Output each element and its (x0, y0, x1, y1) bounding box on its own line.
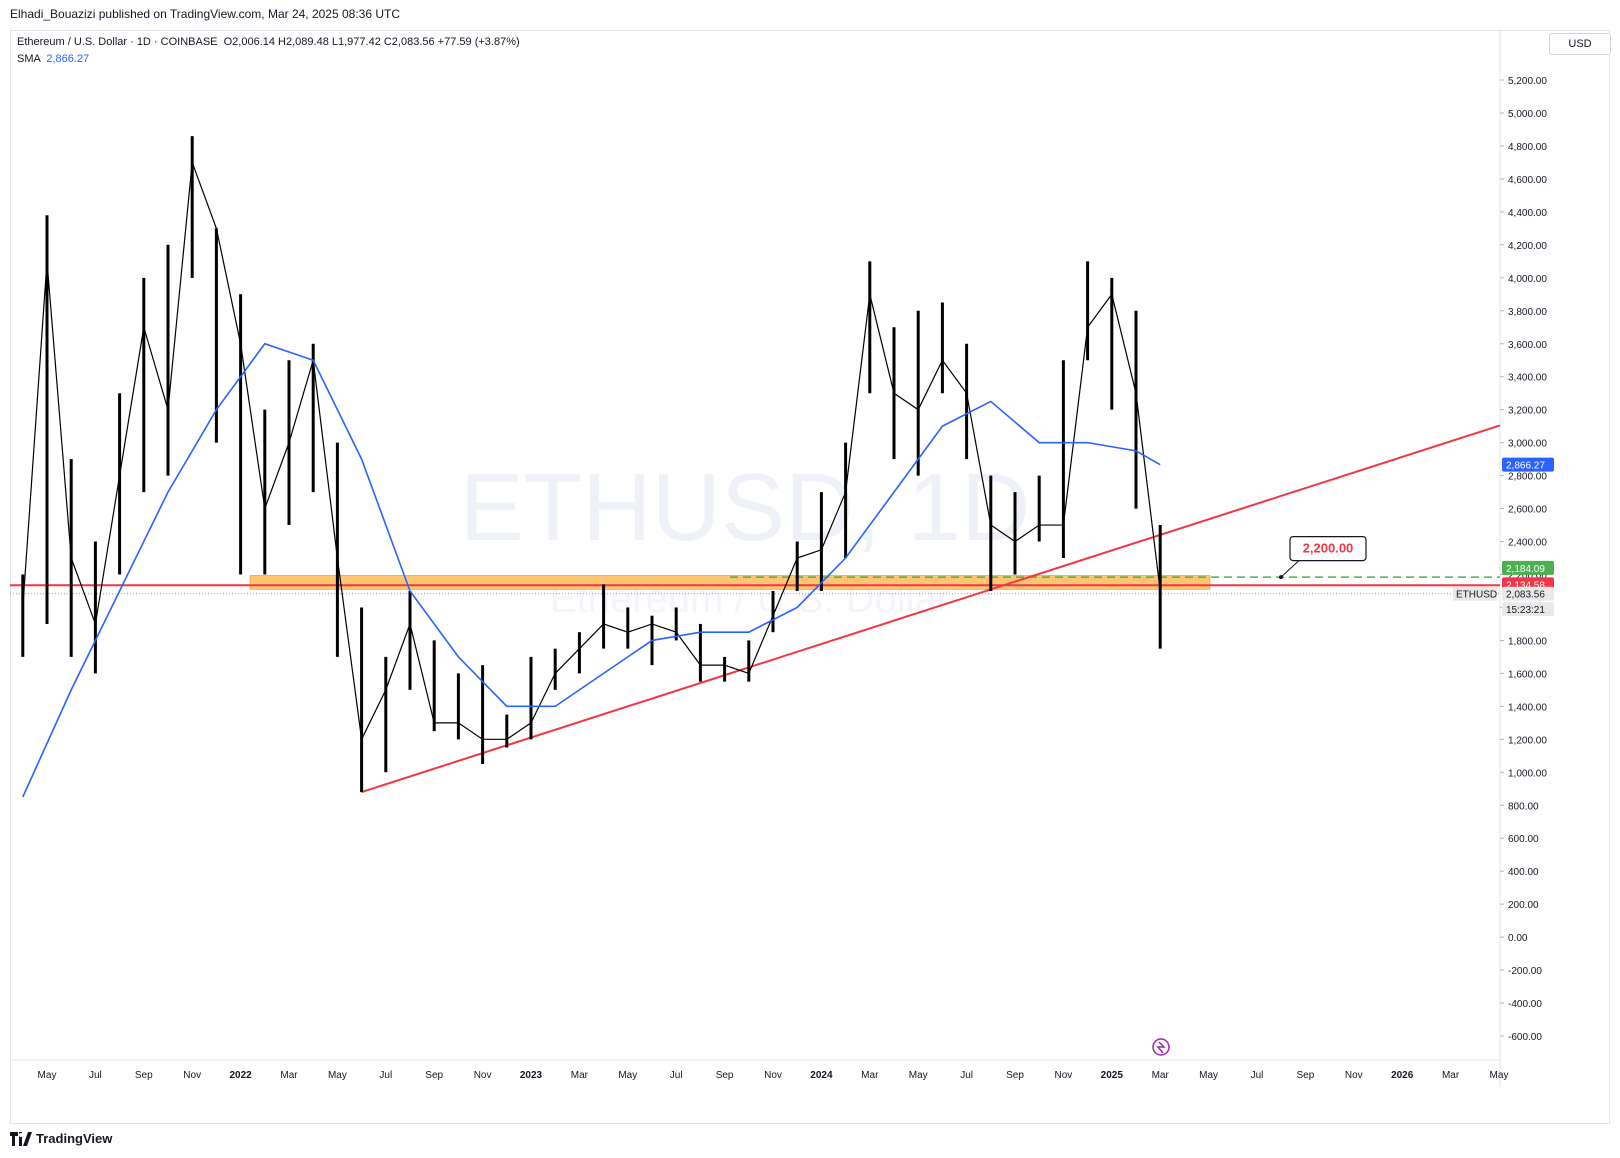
y-tick-label: 0.00 (1508, 933, 1528, 944)
y-tick-label: 200.00 (1508, 900, 1539, 911)
tradingview-logo[interactable]: TradingView (10, 1131, 112, 1146)
y-tick-label: -200.00 (1508, 966, 1542, 977)
callout-anchor (1279, 575, 1283, 580)
callout-pointer (1280, 559, 1301, 578)
x-tick-label: Jul (89, 1070, 102, 1081)
last-price-label: 2,083.56 (1506, 590, 1545, 601)
x-tick-label: Nov (1345, 1070, 1363, 1081)
x-tick-label: Nov (474, 1070, 492, 1081)
y-tick-label: 5,200.00 (1508, 76, 1547, 87)
x-tick-label: Sep (1006, 1070, 1024, 1081)
watermark-symbol: ETHUSD, 1D (460, 454, 1031, 561)
x-tick-label: 2023 (520, 1070, 543, 1081)
y-tick-label: 1,800.00 (1508, 636, 1547, 647)
x-tick-label: May (328, 1070, 347, 1081)
last-price-label-bg (1502, 586, 1554, 601)
sma-price-label: 2,866.27 (1506, 461, 1545, 472)
symbol-tag-bg (1453, 586, 1497, 601)
y-tick-label: 2,800.00 (1508, 472, 1547, 483)
y-tick-label: 3,600.00 (1508, 340, 1547, 351)
x-tick-label: Sep (1297, 1070, 1315, 1081)
y-tick-label: 1,200.00 (1508, 735, 1547, 746)
currency-selector[interactable]: USD (1549, 33, 1611, 55)
x-tick-label: Nov (183, 1070, 201, 1081)
countdown-label: 15:23:21 (1506, 605, 1545, 616)
x-tick-label: Jul (960, 1070, 973, 1081)
lightning-icon (1156, 1041, 1166, 1054)
callout-box (1289, 535, 1367, 562)
dashed-price-label-bg (1502, 560, 1554, 575)
tradingview-logo-icon (10, 1131, 32, 1146)
legend-symbol-line[interactable]: Ethereum / U.S. Dollar · 1D · COINBASE O… (17, 36, 520, 48)
x-tick-label: Mar (1442, 1070, 1460, 1081)
x-tick-label: Jul (670, 1070, 683, 1081)
x-tick-label: Sep (135, 1070, 153, 1081)
x-tick-label: May (618, 1070, 637, 1081)
y-tick-label: 600.00 (1508, 834, 1539, 845)
ascending-trendline (361, 424, 1501, 794)
x-tick-label: 2024 (810, 1070, 833, 1081)
x-tick-label: May (38, 1070, 57, 1081)
y-tick-label: 4,000.00 (1508, 274, 1547, 285)
x-tick-label: Mar (280, 1070, 298, 1081)
y-tick-label: 3,200.00 (1508, 406, 1547, 417)
y-tick-label: 3,400.00 (1508, 373, 1547, 384)
x-tick-label: Sep (425, 1070, 443, 1081)
x-tick-label: Mar (1152, 1070, 1170, 1081)
x-tick-label: Mar (571, 1070, 589, 1081)
symbol-tag: ETHUSD (1456, 590, 1497, 601)
publisher-header: Elhadi_Bouazizi published on TradingView… (10, 7, 401, 21)
y-tick-label: 3,000.00 (1508, 439, 1547, 450)
price-close-line (22, 162, 1161, 742)
callout-label: 2,200.00 (1303, 541, 1354, 556)
legend-sma-label: SMA (17, 53, 41, 65)
y-tick-label: 3,800.00 (1508, 307, 1547, 318)
x-tick-label: 2022 (229, 1070, 252, 1081)
x-tick-label: Nov (764, 1070, 782, 1081)
dashed-price-label: 2,184.09 (1506, 564, 1545, 575)
y-tick-label: 1,400.00 (1508, 702, 1547, 713)
y-tick-label: 4,600.00 (1508, 175, 1547, 186)
x-tick-label: 2026 (1391, 1070, 1414, 1081)
countdown-label-bg (1502, 602, 1554, 617)
y-tick-label: 1,600.00 (1508, 669, 1547, 680)
legend-sma-value: 2,866.27 (46, 53, 90, 65)
x-tick-label: May (1199, 1070, 1218, 1081)
y-tick-label: 4,800.00 (1508, 142, 1547, 153)
legend-sma-line[interactable]: SMA 2,866.27 (17, 53, 89, 65)
y-tick-label: 4,400.00 (1508, 208, 1547, 219)
y-tick-label: -400.00 (1508, 999, 1542, 1010)
sma-price-label-bg (1502, 457, 1554, 472)
chart-frame[interactable] (10, 30, 1610, 1124)
footer-brand: TradingView (36, 1131, 113, 1146)
y-tick-label: 400.00 (1508, 867, 1539, 878)
sma-line (22, 342, 1161, 798)
events-icon (1152, 1038, 1170, 1056)
y-tick-label: 2,400.00 (1508, 538, 1547, 549)
x-tick-label: Sep (716, 1070, 734, 1081)
x-tick-label: Jul (379, 1070, 392, 1081)
x-tick-label: 2025 (1101, 1070, 1124, 1081)
x-tick-label: May (909, 1070, 928, 1081)
legend-ohlc: O2,006.14 H2,089.48 L1,977.42 C2,083.56 … (223, 36, 520, 48)
y-tick-label: 4,200.00 (1508, 241, 1547, 252)
legend-symbol: Ethereum / U.S. Dollar · 1D · COINBASE (17, 36, 218, 48)
y-tick-label: 1,000.00 (1508, 768, 1547, 779)
x-tick-label: Nov (1055, 1070, 1073, 1081)
y-tick-label: 5,000.00 (1508, 109, 1547, 120)
y-tick-label: 2,200.00 (1508, 571, 1547, 582)
y-tick-label: 800.00 (1508, 801, 1539, 812)
red-line-price-label: 2,134.58 (1506, 580, 1545, 591)
x-tick-label: May (1490, 1070, 1509, 1081)
x-tick-label: Mar (861, 1070, 879, 1081)
y-tick-label: 2,600.00 (1508, 505, 1547, 516)
x-tick-label: Jul (1251, 1070, 1264, 1081)
y-tick-label: -600.00 (1508, 1032, 1542, 1043)
